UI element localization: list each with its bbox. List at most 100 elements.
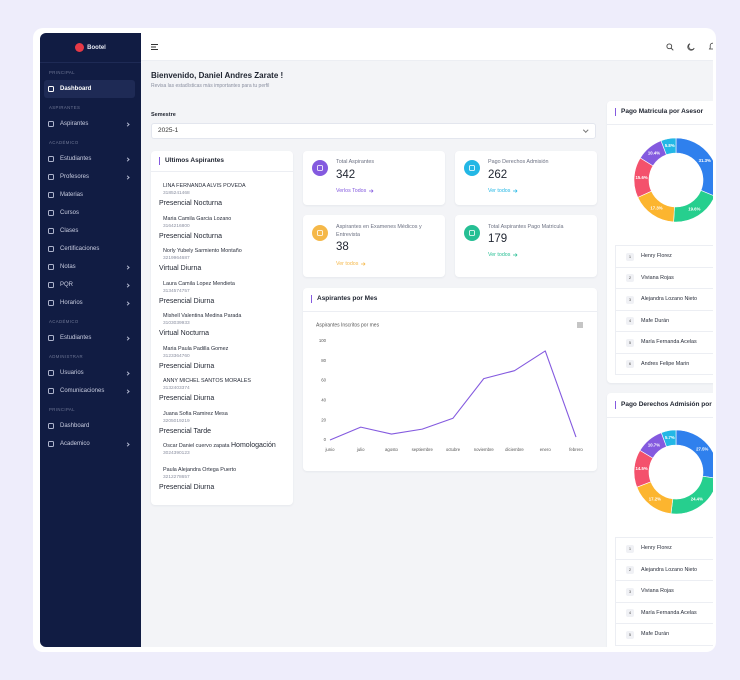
stat-card: Pago Derechos Admisión 262 Ver todos xyxy=(455,151,597,205)
line-chart: Aspirantes Inscritos por mes 0 20 40 60 80 10… xyxy=(316,322,583,452)
nav-item[interactable]: Dashboard xyxy=(40,417,141,435)
ranking-list: 1 Henry Florez 2 Alejandra Lozano Nieto 3 Viv… xyxy=(615,537,713,646)
stat-value: 342 xyxy=(336,169,356,181)
ranking-row: 3 Viviana Rojas xyxy=(616,581,713,603)
nav-item[interactable]: Horarios xyxy=(40,294,141,312)
section-title: ADMINISTRAR xyxy=(49,354,84,359)
y-tick-label: 40 xyxy=(321,398,326,403)
stat-card: Aspirantes en Examenes Médicos y Entrevi… xyxy=(303,215,445,277)
nav-label: Notas xyxy=(60,264,76,270)
nav-item[interactable]: Estudiantes xyxy=(40,150,141,168)
aspirant-item: Norly Yubely Sarmiento Montaño 3219964687… xyxy=(151,247,293,280)
semester-select[interactable]: 2025-1 xyxy=(151,123,596,139)
ranking-row: 2 Viviana Rojas xyxy=(616,268,713,289)
stat-link[interactable]: Verlos Todos xyxy=(336,188,374,194)
stat-card: Total Aspirantes Pago Matricula 179 Ver … xyxy=(455,215,597,277)
aspirant-modality: Presencial Nocturna xyxy=(159,200,223,207)
nav-item[interactable]: PQR xyxy=(40,276,141,294)
aspirant-modality: Presencial Diurna xyxy=(159,395,215,402)
pie-slice xyxy=(660,137,677,156)
stat-icon xyxy=(312,160,328,176)
aspirant-modality: Presencial Diurna xyxy=(159,362,215,370)
card-title: Pago Matricula por Asesor xyxy=(615,108,703,116)
nav-label: Usuarios xyxy=(60,370,84,376)
welcome-title: Bienvenido, Daniel Andres Zarate ! xyxy=(151,71,284,80)
section-title: PRINCIPAL xyxy=(49,70,75,75)
ranking-row: 1 Henry Florez xyxy=(616,538,713,560)
nav-item[interactable]: Estudiantes xyxy=(40,329,141,347)
ranking-name: Viviana Rojas xyxy=(641,588,674,594)
x-tick-label: octubre xyxy=(446,447,461,452)
welcome-subtitle: Revisa las estadísticas más importantes … xyxy=(151,83,270,89)
aspirant-modality: Virtual Nocturna xyxy=(159,330,210,337)
nav-item[interactable]: Clases xyxy=(40,222,141,240)
app-window: Bootel PRINCIPAL Dashboard ASPIRANTES As… xyxy=(40,33,713,647)
ranking-row: 2 Alejandra Lozano Nieto xyxy=(616,560,713,581)
nav-item[interactable]: Cursos xyxy=(40,204,141,222)
section-title: ASPIRANTES xyxy=(49,105,81,110)
ranking-row: 5 Mafe Durán xyxy=(616,624,713,646)
aspirant-modality: Presencial Tarde xyxy=(159,427,212,435)
x-tick-label: agosto xyxy=(385,447,399,452)
section-title: ACADÉMICO xyxy=(49,319,79,324)
stat-link[interactable]: Ver todos xyxy=(488,252,518,258)
aspirant-phone: 3103039933 xyxy=(163,321,190,326)
ranking-list: 1 Henry Florez 2 Viviana Rojas 3 Alejandra Lo… xyxy=(615,245,713,375)
brand[interactable]: Bootel xyxy=(40,33,141,63)
nav-label: Horarios xyxy=(60,300,83,306)
ranking-name: Mafe Durán xyxy=(641,317,670,324)
stat-link[interactable]: Ver todos xyxy=(336,261,366,267)
nav-item[interactable]: Dashboard xyxy=(44,80,135,98)
ranking-number: 1 xyxy=(626,252,634,261)
slice-label: 14.5% xyxy=(636,466,648,471)
pie-slice xyxy=(675,137,713,196)
donut-chart: 31.3% 19.6% 17.3% 15.6% 10.4% 5.8% xyxy=(633,137,713,223)
ranking-name: Andres Felipe Marin xyxy=(641,360,690,367)
aspirant-name: Norly Yubely Sarmiento Montaño xyxy=(163,248,242,254)
search-icon[interactable] xyxy=(666,43,674,51)
ranking-name: Viviana Rojas xyxy=(641,274,674,281)
menu-toggle[interactable] xyxy=(151,43,159,51)
ranking-number: 4 xyxy=(626,317,634,325)
theme-icon[interactable] xyxy=(687,43,695,51)
x-tick-label: noviembre xyxy=(474,447,495,452)
semester-value: 2025-1 xyxy=(158,127,179,134)
nav-item[interactable]: Materias xyxy=(40,186,141,204)
ranking-number: 6 xyxy=(626,360,634,368)
aspirant-item: ANNY MICHEL SANTOS MORALES 3132403374 Pres… xyxy=(151,377,293,410)
card-title: Pago Derechos Admisión por Asesor xyxy=(615,401,713,409)
aspirant-phone: 3164216800 xyxy=(163,223,190,229)
y-tick-label: 0 xyxy=(324,437,327,442)
donut-card: Pago Matricula por Asesor 31.3% 19.6% 17.3… xyxy=(607,101,713,383)
nav-item[interactable]: Notas xyxy=(40,258,141,276)
nav-label: Profesores xyxy=(60,174,90,180)
semester-label: Semestre xyxy=(151,112,176,118)
ranking-name: Alejandra Lozano Nieto xyxy=(641,566,698,573)
ranking-name: María Fernanda Acelas xyxy=(641,339,697,345)
aspirant-list: LINA FERNANDA ALVIS POVEDA 3185241468 Pres… xyxy=(151,182,293,499)
ranking-number: 3 xyxy=(626,587,634,596)
nav-item[interactable]: Usuarios xyxy=(40,364,141,382)
pie-slice xyxy=(670,475,713,515)
nav-label: Clases xyxy=(60,228,79,234)
section-title: ACADÉMICO xyxy=(49,140,79,145)
y-tick-label: 60 xyxy=(321,378,326,383)
nav-item[interactable]: Profesores xyxy=(40,168,141,186)
aspirant-item: Juana Sofia Ramirez Mesa 3205019219 Presen… xyxy=(151,410,293,443)
nav-item[interactable]: Comunicaciones xyxy=(40,382,141,400)
aspirant-name: Paula Alejandra Ortega Puerto xyxy=(163,467,237,473)
stat-link-text: Verlos Todos xyxy=(336,188,367,194)
aspirant-modality: Presencial Nocturna xyxy=(159,232,223,240)
notifications-icon[interactable] xyxy=(708,40,713,51)
nav-item[interactable]: Certificaciones xyxy=(40,240,141,258)
aspirant-item: Maria Camila Garcia Lozano 3164216800 Pres… xyxy=(151,215,293,248)
aspirants-card: Ultimos Aspirantes LINA FERNANDA ALVIS P… xyxy=(151,151,293,505)
nav-item[interactable]: Academico xyxy=(40,435,141,453)
donut-card: Pago Derechos Admisión por Asesor 27.5%2… xyxy=(607,393,713,647)
ranking-number: 5 xyxy=(626,630,634,639)
chart-menu[interactable] xyxy=(577,322,583,328)
sidebar: Bootel PRINCIPAL Dashboard ASPIRANTES As… xyxy=(40,33,141,647)
nav-item[interactable]: Aspirantes xyxy=(40,115,141,133)
nav-label: Dashboard xyxy=(60,423,90,429)
stat-link[interactable]: Ver todos xyxy=(488,188,518,194)
